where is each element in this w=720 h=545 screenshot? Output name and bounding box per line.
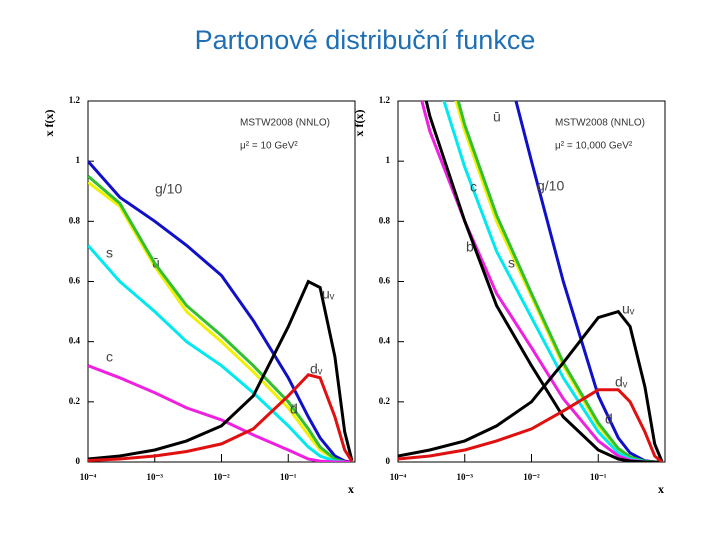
series-line bbox=[424, 101, 662, 462]
y-tick-label: 0.4 bbox=[69, 336, 81, 346]
y-tick-label: 0.8 bbox=[379, 215, 391, 225]
curve-label: dᵥ bbox=[615, 374, 628, 390]
curve-label: s bbox=[508, 255, 515, 271]
x-axis-label: x bbox=[348, 482, 354, 496]
series-line bbox=[88, 160, 353, 462]
series-line bbox=[398, 309, 664, 462]
x-tick-label: 10⁻¹ bbox=[590, 472, 607, 482]
curve-label: c bbox=[106, 349, 113, 365]
y-tick-label: 0.8 bbox=[69, 215, 81, 225]
series-line bbox=[398, 388, 663, 462]
curve-label: b bbox=[466, 239, 474, 255]
curve-label: uᵥ bbox=[322, 286, 335, 302]
curve-label: ū bbox=[493, 109, 501, 125]
y-tick-label: 0.6 bbox=[69, 276, 81, 286]
series-line bbox=[88, 373, 354, 462]
x-tick-label: 10⁻³ bbox=[457, 472, 474, 482]
y-tick-label: 0.6 bbox=[379, 276, 391, 286]
series-line bbox=[88, 279, 354, 461]
y-tick-label: 0 bbox=[76, 456, 81, 466]
y-axis-label: x f(x) bbox=[42, 110, 56, 137]
x-tick-label: 10⁻¹ bbox=[280, 472, 297, 482]
curve-label: uᵥ bbox=[622, 301, 635, 317]
annotation: μ² = 10 GeV² bbox=[240, 141, 298, 152]
series-line bbox=[88, 364, 352, 462]
y-tick-label: 1.2 bbox=[379, 95, 391, 105]
y-tick-label: 0 bbox=[386, 456, 391, 466]
y-tick-label: 0.2 bbox=[379, 396, 391, 406]
y-tick-label: 1.2 bbox=[69, 95, 81, 105]
x-tick-label: 10⁻³ bbox=[147, 472, 164, 482]
curve-label: s bbox=[106, 245, 113, 261]
annotation: MSTW2008 (NNLO) bbox=[555, 118, 645, 129]
series-line bbox=[88, 244, 352, 462]
y-tick-label: 0.4 bbox=[379, 336, 391, 346]
x-tick-label: 10⁻⁴ bbox=[80, 472, 97, 482]
annotation: μ² = 10,000 GeV² bbox=[555, 141, 633, 152]
x-axis-label: x bbox=[658, 482, 664, 496]
curve-label: d̄ bbox=[605, 411, 613, 427]
annotation: MSTW2008 (NNLO) bbox=[240, 118, 330, 129]
x-tick-label: 10⁻² bbox=[523, 472, 540, 482]
y-axis-label: x f(x) bbox=[352, 110, 366, 137]
y-tick-label: 1 bbox=[76, 155, 81, 165]
curve-label: g/10 bbox=[537, 178, 564, 194]
curve-label: d̄ bbox=[290, 401, 298, 417]
curve-label: c bbox=[470, 179, 477, 195]
series-line bbox=[88, 175, 352, 462]
y-tick-label: 0.2 bbox=[69, 396, 81, 406]
x-tick-label: 10⁻² bbox=[213, 472, 230, 482]
slide-title: Partonové distribuční funkce bbox=[195, 25, 536, 55]
curve-label: g/10 bbox=[155, 181, 182, 197]
x-tick-label: 10⁻⁴ bbox=[390, 472, 407, 482]
plot-frame bbox=[87, 100, 356, 463]
curve-label: dᵥ bbox=[310, 361, 323, 377]
y-tick-label: 1 bbox=[386, 155, 391, 165]
